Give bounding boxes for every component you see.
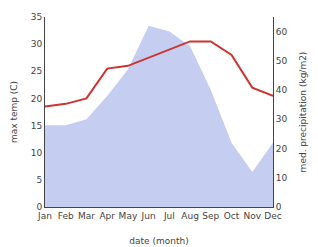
svg-text:Jun: Jun bbox=[141, 211, 156, 221]
svg-text:Jan: Jan bbox=[37, 211, 52, 221]
svg-text:5: 5 bbox=[36, 175, 42, 185]
svg-text:Feb: Feb bbox=[58, 211, 74, 221]
svg-text:Aug: Aug bbox=[181, 211, 199, 221]
svg-text:10: 10 bbox=[276, 173, 288, 183]
svg-text:0: 0 bbox=[276, 202, 282, 212]
svg-text:25: 25 bbox=[31, 66, 42, 76]
svg-text:Oct: Oct bbox=[224, 211, 240, 221]
svg-text:Mar: Mar bbox=[78, 211, 95, 221]
svg-text:15: 15 bbox=[31, 121, 42, 131]
svg-text:20: 20 bbox=[31, 94, 43, 104]
svg-text:max temp (C): max temp (C) bbox=[9, 81, 19, 143]
svg-text:0: 0 bbox=[36, 202, 42, 212]
svg-text:Dec: Dec bbox=[264, 211, 281, 221]
svg-text:Nov: Nov bbox=[243, 211, 261, 221]
svg-text:Apr: Apr bbox=[99, 211, 115, 221]
svg-text:20: 20 bbox=[276, 144, 288, 154]
svg-text:50: 50 bbox=[276, 56, 288, 66]
svg-text:med. precipitation (kg/m2): med. precipitation (kg/m2) bbox=[298, 52, 308, 173]
svg-text:35: 35 bbox=[31, 12, 42, 22]
svg-text:Jul: Jul bbox=[163, 211, 175, 221]
svg-text:May: May bbox=[119, 211, 138, 221]
svg-text:60: 60 bbox=[276, 27, 288, 37]
svg-text:30: 30 bbox=[276, 114, 288, 124]
svg-text:40: 40 bbox=[276, 85, 288, 95]
svg-text:30: 30 bbox=[31, 39, 43, 49]
svg-text:10: 10 bbox=[31, 148, 43, 158]
svg-text:date (month): date (month) bbox=[129, 236, 188, 246]
svg-text:Sep: Sep bbox=[202, 211, 219, 221]
